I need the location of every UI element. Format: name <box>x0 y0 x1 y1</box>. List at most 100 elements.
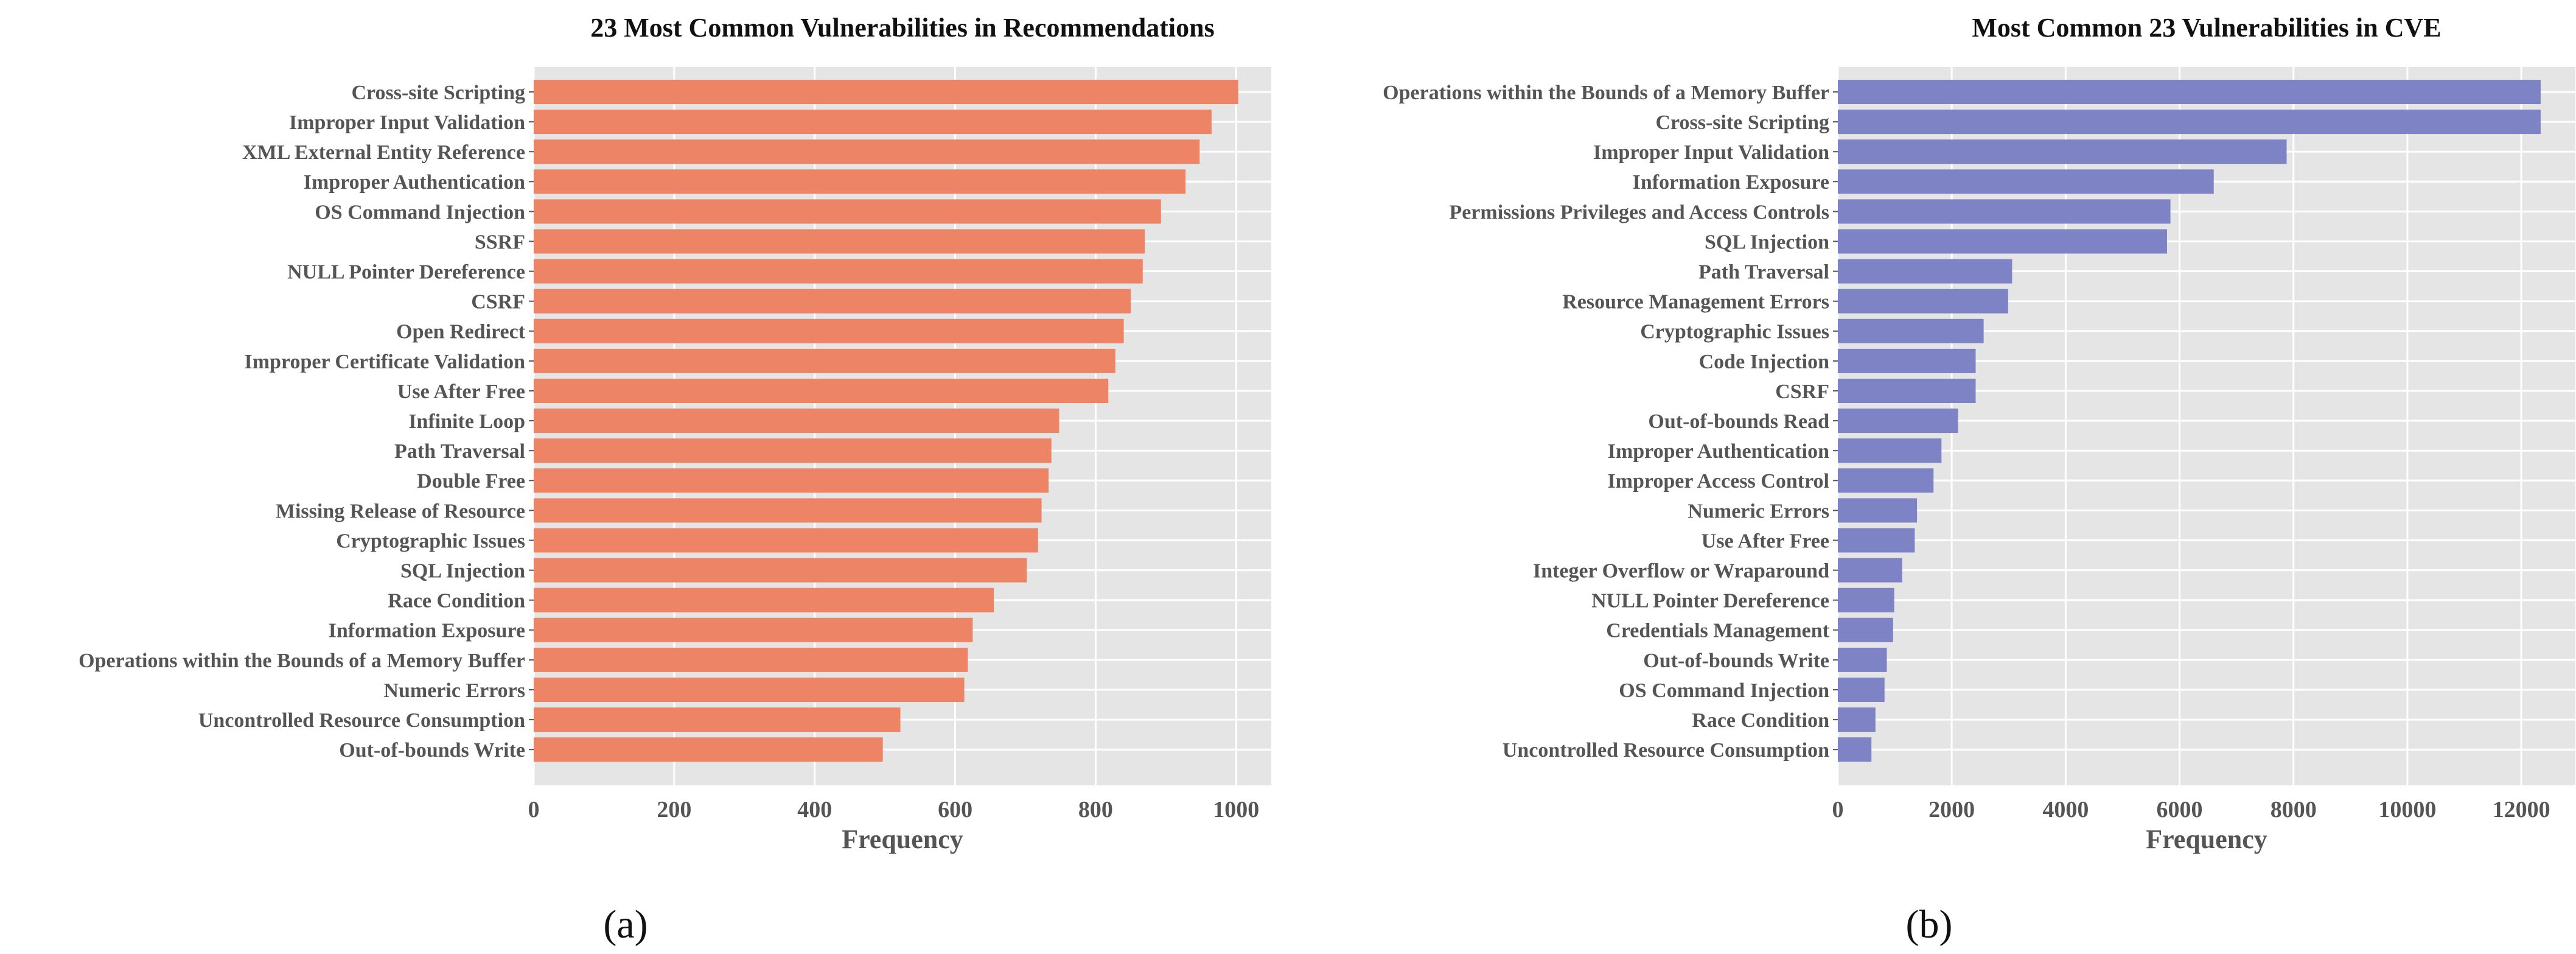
bar <box>534 707 901 732</box>
x-tick-labels-a: 0 200 400 600 800 1000 <box>528 797 1260 822</box>
bar <box>1838 229 2167 254</box>
x-tick-label: 6000 <box>2157 797 2203 822</box>
x-tick-label: 200 <box>657 797 691 822</box>
bar <box>1838 169 2214 194</box>
bars-a <box>534 80 1238 762</box>
category-label: NULL Pointer Dereference <box>287 261 525 284</box>
category-label: Resource Management Errors <box>1562 291 1829 314</box>
bar <box>1838 80 2541 104</box>
bar <box>1838 199 2171 224</box>
category-label: Path Traversal <box>394 440 525 463</box>
bar <box>1838 617 1893 642</box>
category-label: SSRF <box>475 231 525 253</box>
category-label: Out-of-bounds Read <box>1648 410 1829 433</box>
x-tick-label: 2000 <box>1929 797 1975 822</box>
bar <box>534 678 965 702</box>
category-label: Double Free <box>417 470 525 493</box>
bar <box>534 80 1238 104</box>
bar <box>534 737 883 762</box>
bar <box>1838 409 1958 433</box>
bars-b <box>1838 80 2541 762</box>
x-tick-label: 12000 <box>2493 797 2550 822</box>
category-labels-b: Operations within the Bounds of a Memory… <box>1383 82 1838 762</box>
x-tick-label: 0 <box>528 797 540 822</box>
bar <box>534 438 1052 463</box>
bar <box>534 617 973 642</box>
bar <box>1838 468 1934 493</box>
caption-b: (b) <box>1906 902 1953 947</box>
x-axis-label-a: Frequency <box>842 824 963 854</box>
x-tick-label: 10000 <box>2378 797 2436 822</box>
bar <box>1838 707 1876 732</box>
category-label: Improper Input Validation <box>289 111 525 134</box>
bar <box>534 558 1027 583</box>
category-label: Improper Input Validation <box>1593 141 1829 164</box>
chart-title-b: Most Common 23 Vulnerabilities in CVE <box>1972 13 2441 43</box>
category-label: Path Traversal <box>1698 261 1829 284</box>
bar <box>534 468 1049 493</box>
bar <box>534 289 1131 314</box>
bar <box>1838 110 2541 135</box>
category-label: Uncontrolled Resource Consumption <box>1503 739 1829 762</box>
category-label: Operations within the Bounds of a Memory… <box>79 650 525 672</box>
bar <box>1838 647 1887 672</box>
category-label: Cryptographic Issues <box>336 530 525 552</box>
category-label: Information Exposure <box>1633 171 1829 194</box>
category-label: Uncontrolled Resource Consumption <box>198 709 525 732</box>
bar <box>1838 678 1885 702</box>
bar <box>1838 139 2287 164</box>
panel-a-recommendations: Cross-site Scripting Improper Input Valid… <box>79 13 1271 947</box>
bar <box>534 169 1186 194</box>
category-label: Operations within the Bounds of a Memory… <box>1383 82 1829 104</box>
category-label: Improper Authentication <box>1608 440 1829 463</box>
bar <box>1838 558 1902 583</box>
category-label: CSRF <box>1775 381 1829 403</box>
x-tick-label: 0 <box>1832 797 1844 822</box>
x-tick-label: 1000 <box>1213 797 1259 822</box>
x-tick-label: 4000 <box>2042 797 2089 822</box>
category-label: NULL Pointer Dereference <box>1591 590 1829 612</box>
category-label: Information Exposure <box>329 620 525 642</box>
x-tick-label: 400 <box>797 797 832 822</box>
category-label: Cross-site Scripting <box>351 82 525 104</box>
category-label: Open Redirect <box>396 321 526 343</box>
bar <box>1838 528 1915 553</box>
bar <box>1838 259 2012 284</box>
category-label: Use After Free <box>397 381 525 403</box>
category-label: SQL Injection <box>400 560 525 583</box>
category-label: XML External Entity Reference <box>242 141 525 164</box>
category-label: SQL Injection <box>1705 231 1829 253</box>
x-axis-label-b: Frequency <box>2146 824 2267 854</box>
bar <box>1838 348 1976 373</box>
panel-b-cve: Operations within the Bounds of a Memory… <box>1383 13 2575 947</box>
bar <box>1838 498 1918 523</box>
x-tick-label: 800 <box>1078 797 1113 822</box>
category-label: Cross-site Scripting <box>1655 111 1829 134</box>
category-label: Numeric Errors <box>383 679 525 702</box>
bar <box>534 528 1038 553</box>
category-label: Improper Authentication <box>304 171 525 194</box>
bar <box>534 498 1042 523</box>
category-label: OS Command Injection <box>315 201 525 223</box>
category-label: Permissions Privileges and Access Contro… <box>1449 201 1829 223</box>
bar <box>534 259 1143 284</box>
category-label: Race Condition <box>388 590 525 612</box>
category-label: Missing Release of Resource <box>276 500 525 522</box>
bar <box>1838 587 1894 612</box>
caption-a: (a) <box>603 902 647 947</box>
bar <box>1838 379 1976 403</box>
category-label: Use After Free <box>1702 530 1829 552</box>
bar <box>1838 438 1942 463</box>
bar <box>1838 318 1984 343</box>
chart-title-a: 23 Most Common Vulnerabilities in Recomm… <box>590 13 1214 43</box>
category-label: Infinite Loop <box>408 410 525 433</box>
category-label: Integer Overflow or Wraparound <box>1533 560 1829 583</box>
bar <box>1838 289 2008 314</box>
category-label: Code Injection <box>1699 351 1829 373</box>
bar <box>534 110 1212 135</box>
x-tick-labels-b: 0 2000 4000 6000 8000 10000 12000 <box>1832 797 2550 822</box>
category-label: OS Command Injection <box>1619 679 1829 702</box>
category-label: Numeric Errors <box>1688 500 1829 522</box>
bar <box>534 587 994 612</box>
